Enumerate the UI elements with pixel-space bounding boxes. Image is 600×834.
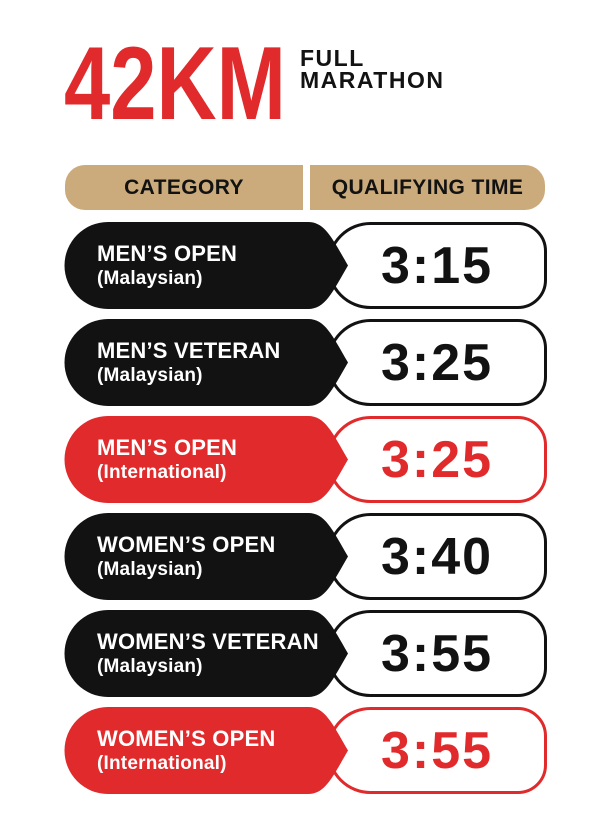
qualifying-time-cell: 3:40 (327, 513, 547, 600)
category-name: WOMEN’S OPEN (97, 725, 276, 751)
category-subtype: (Malaysian) (97, 655, 203, 677)
qualifying-time-value: 3:25 (380, 430, 494, 489)
category-name: MEN’S VETERAN (97, 337, 281, 363)
qualifying-time-value: 3:15 (380, 236, 494, 295)
race-type-line-2: MARATHON (300, 67, 445, 93)
category-cell: WOMEN’S OPEN (International) (64, 707, 348, 794)
category-cell: WOMEN’S VETERAN (Malaysian) (64, 610, 348, 697)
category-speech-bubble-shape (64, 610, 348, 697)
category-speech-bubble-shape (64, 416, 348, 503)
table-body: MEN’S OPEN (Malaysian) 3:15 MEN’S VETERA… (64, 222, 547, 794)
table-row: WOMEN’S OPEN (International) 3:55 (64, 707, 547, 794)
qualifying-time-cell: 3:55 (327, 610, 547, 697)
category-speech-bubble-shape (64, 222, 348, 309)
table-row: MEN’S VETERAN (Malaysian) 3:25 (64, 319, 547, 406)
category-text: WOMEN’S OPEN (International) (97, 707, 275, 794)
category-subtype: (International) (97, 461, 227, 483)
category-subtype: (Malaysian) (97, 267, 203, 289)
table-row: MEN’S OPEN (Malaysian) 3:15 (64, 222, 547, 309)
category-text: WOMEN’S VETERAN (Malaysian) (97, 610, 319, 697)
category-speech-bubble-shape (64, 707, 348, 794)
qualifying-time-cell: 3:25 (327, 416, 547, 503)
category-speech-bubble-shape (64, 513, 348, 600)
qualifying-time-value: 3:55 (380, 624, 494, 683)
category-name: WOMEN’S VETERAN (97, 628, 319, 654)
qualifying-time-table: CATEGORY QUALIFYING TIME MEN’S OPEN (Mal… (64, 165, 547, 794)
category-cell: MEN’S OPEN (International) (64, 416, 348, 503)
distance-heading: 42KM (64, 26, 286, 142)
category-text: MEN’S VETERAN (Malaysian) (97, 319, 281, 406)
category-name: WOMEN’S OPEN (97, 531, 276, 557)
qualifying-time-value: 3:25 (380, 333, 494, 392)
table-row: MEN’S OPEN (International) 3:25 (64, 416, 547, 503)
category-cell: MEN’S OPEN (Malaysian) (64, 222, 348, 309)
column-header-qualifying-time: QUALIFYING TIME (310, 165, 545, 210)
race-type-heading: FULL MARATHON (300, 45, 445, 93)
qualifying-time-cell: 3:55 (327, 707, 547, 794)
table-header-row: CATEGORY QUALIFYING TIME (64, 165, 547, 210)
category-text: WOMEN’S OPEN (Malaysian) (97, 513, 275, 600)
race-type-line-1: FULL (300, 45, 365, 71)
category-cell: MEN’S VETERAN (Malaysian) (64, 319, 348, 406)
category-name: MEN’S OPEN (97, 240, 238, 266)
qualifying-time-cell: 3:25 (327, 319, 547, 406)
category-subtype: (Malaysian) (97, 558, 203, 580)
qualifying-time-value: 3:40 (380, 527, 494, 586)
category-name: MEN’S OPEN (97, 434, 238, 460)
table-row: WOMEN’S OPEN (Malaysian) 3:40 (64, 513, 547, 600)
column-header-category: CATEGORY (65, 165, 303, 210)
category-cell: WOMEN’S OPEN (Malaysian) (64, 513, 348, 600)
category-speech-bubble-shape (64, 319, 348, 406)
category-subtype: (International) (97, 752, 227, 774)
qualifying-time-cell: 3:15 (327, 222, 547, 309)
category-text: MEN’S OPEN (Malaysian) (97, 222, 237, 309)
qualifying-time-value: 3:55 (380, 721, 494, 780)
category-text: MEN’S OPEN (International) (97, 416, 237, 503)
table-row: WOMEN’S VETERAN (Malaysian) 3:55 (64, 610, 547, 697)
category-subtype: (Malaysian) (97, 364, 203, 386)
